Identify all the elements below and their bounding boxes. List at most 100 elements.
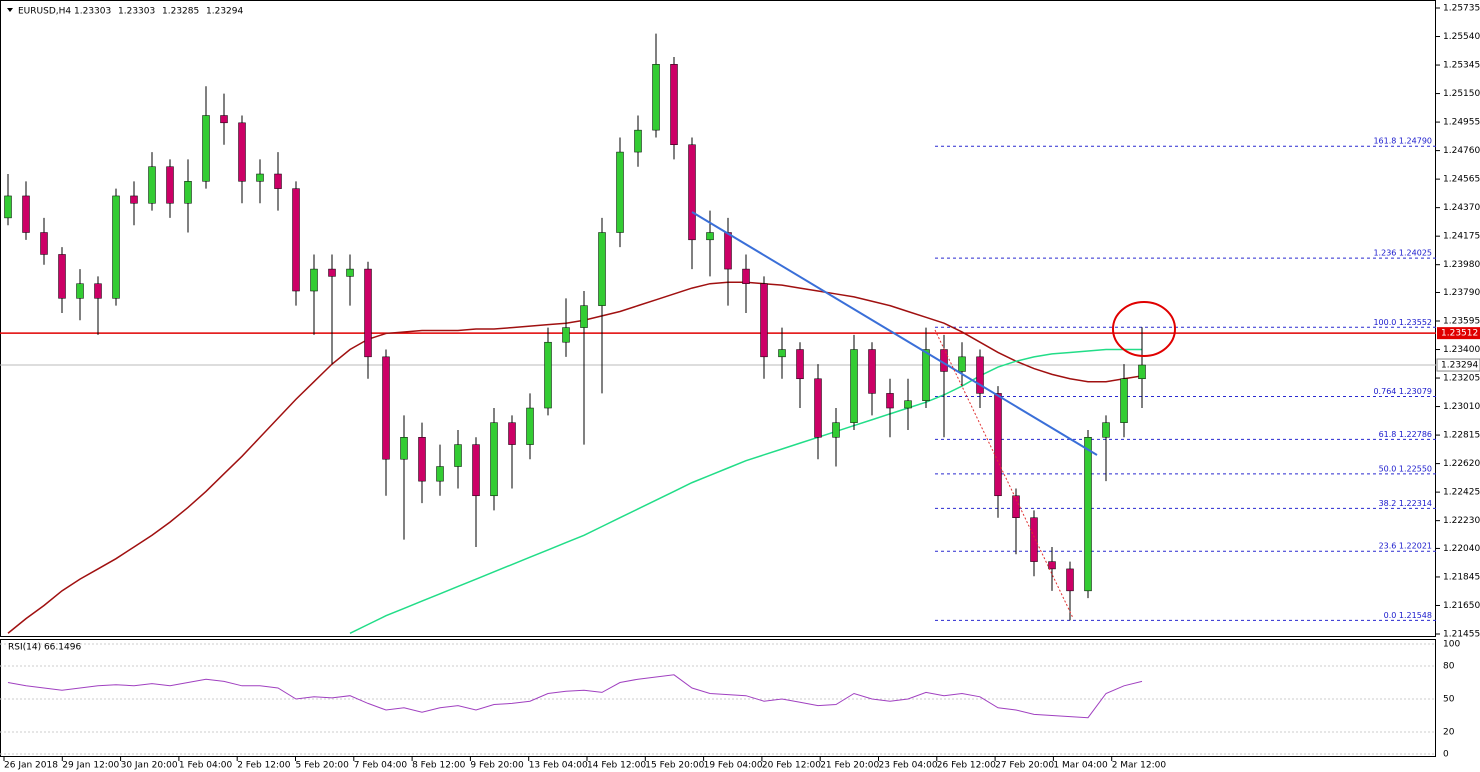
x-tick-label: 26 Jan 2018 [4, 761, 58, 771]
y-tick-label: 1.23205 [1443, 374, 1480, 384]
y-tick-label: 1.23595 [1443, 317, 1480, 327]
rsi-title: RSI(14) 66.1496 [8, 643, 81, 653]
candle-body [400, 437, 408, 460]
current-price-label: 1.23294 [1441, 361, 1478, 371]
candle-body [1012, 495, 1020, 518]
fib-label: 50.0 1.22550 [1379, 464, 1432, 473]
candle-body [328, 268, 336, 277]
candle-body [562, 327, 570, 343]
y-tick-label: 1.24760 [1443, 146, 1480, 156]
fib-label: 161.8 1.24790 [1373, 137, 1432, 146]
x-tick-label: 14 Feb 12:00 [587, 761, 646, 771]
x-tick-label: 9 Feb 20:00 [470, 761, 524, 771]
fib-label: 0.764 1.23079 [1373, 387, 1432, 396]
candle-body [814, 378, 822, 438]
resistance-box [1437, 327, 1480, 340]
candle-body [274, 173, 282, 189]
candle-body [724, 232, 732, 270]
candle-body [796, 349, 804, 380]
y-tick-label: 1.25735 [1443, 4, 1480, 14]
y-tick-label: 1.21650 [1443, 601, 1480, 611]
y-tick-label: 1.22230 [1443, 516, 1480, 526]
y-tick-label: 1.23400 [1443, 345, 1480, 355]
y-tick-label: 1.22425 [1443, 488, 1480, 498]
candle-body [40, 232, 48, 255]
y-tick-label: 1.24565 [1443, 175, 1480, 185]
candle-body [1138, 364, 1146, 380]
x-tick-label: 23 Feb 04:00 [879, 761, 938, 771]
x-tick-label: 1 Feb 04:00 [179, 761, 233, 771]
candle-body [382, 356, 390, 460]
x-tick-label: 19 Feb 04:00 [704, 761, 763, 771]
candle-body [886, 393, 894, 409]
candle-body [832, 422, 840, 438]
candle-body [490, 422, 498, 497]
candle-body [220, 115, 228, 124]
candle-body [58, 254, 66, 299]
resistance-label: 1.23512 [1441, 329, 1478, 339]
x-tick-label: 7 Feb 04:00 [354, 761, 408, 771]
candle-body [526, 407, 534, 445]
highlight-circle [1112, 301, 1176, 357]
candle-body [670, 64, 678, 146]
price-panel [0, 0, 1436, 637]
candle-body [418, 437, 426, 482]
candle-body [760, 283, 768, 358]
candle-body [706, 232, 714, 241]
y-tick-label: 1.25150 [1443, 89, 1480, 99]
candle-body [346, 268, 354, 277]
rsi-tick-label: 80 [1443, 662, 1455, 672]
candle-body [976, 356, 984, 394]
fib-anchor [934, 329, 1074, 619]
x-tick-label: 1 Mar 04:00 [1053, 761, 1108, 771]
fib-label: 1.236 1.24025 [1373, 249, 1432, 258]
y-tick-label: 1.22040 [1443, 544, 1480, 554]
y-tick-label: 1.22620 [1443, 459, 1480, 469]
candle-body [994, 393, 1002, 497]
x-tick-label: 13 Feb 04:00 [529, 761, 588, 771]
candle-body [544, 341, 552, 409]
candle-body [868, 349, 876, 394]
candle-body [778, 349, 786, 358]
candle-body [22, 195, 30, 233]
current-price-box [1436, 358, 1480, 372]
candle-body [688, 144, 696, 241]
candle-body [742, 268, 750, 284]
candle-body [454, 444, 462, 467]
x-tick-label: 21 Feb 20:00 [820, 761, 879, 771]
candle-body [292, 188, 300, 292]
candle-body [1066, 568, 1074, 592]
candle-body [130, 195, 138, 204]
candle-body [958, 356, 966, 372]
candle-body [634, 129, 642, 153]
y-tick-label: 1.21845 [1443, 572, 1480, 582]
candle-body [76, 283, 84, 299]
trend-line [691, 211, 1098, 456]
candle-body [1048, 561, 1056, 570]
candle-body [202, 115, 210, 182]
candle-body [922, 349, 930, 401]
candle-body [256, 173, 264, 182]
x-tick-label: 26 Feb 12:00 [937, 761, 996, 771]
x-tick-label: 5 Feb 20:00 [296, 761, 350, 771]
candle-body [1084, 437, 1092, 592]
y-tick-label: 1.22815 [1443, 431, 1480, 441]
y-tick-label: 1.25540 [1443, 32, 1480, 42]
candle-body [508, 422, 516, 445]
rsi-tick-label: 20 [1443, 728, 1455, 738]
candle-body [94, 283, 102, 299]
x-tick-label: 15 Feb 20:00 [645, 761, 704, 771]
y-tick-label: 1.23010 [1443, 402, 1480, 412]
x-tick-label: 2 Mar 12:00 [1112, 761, 1167, 771]
fib-label: 0.0 1.21548 [1384, 611, 1432, 620]
rsi-line [7, 674, 1143, 719]
x-tick-label: 20 Feb 12:00 [762, 761, 821, 771]
y-tick-label: 1.24175 [1443, 232, 1480, 242]
candle-body [652, 64, 660, 131]
candle-body [616, 151, 624, 233]
rsi-panel [0, 639, 1436, 757]
candle-body [4, 195, 12, 219]
rsi-tick-label: 0 [1443, 750, 1449, 760]
y-tick-label: 1.25345 [1443, 61, 1480, 71]
